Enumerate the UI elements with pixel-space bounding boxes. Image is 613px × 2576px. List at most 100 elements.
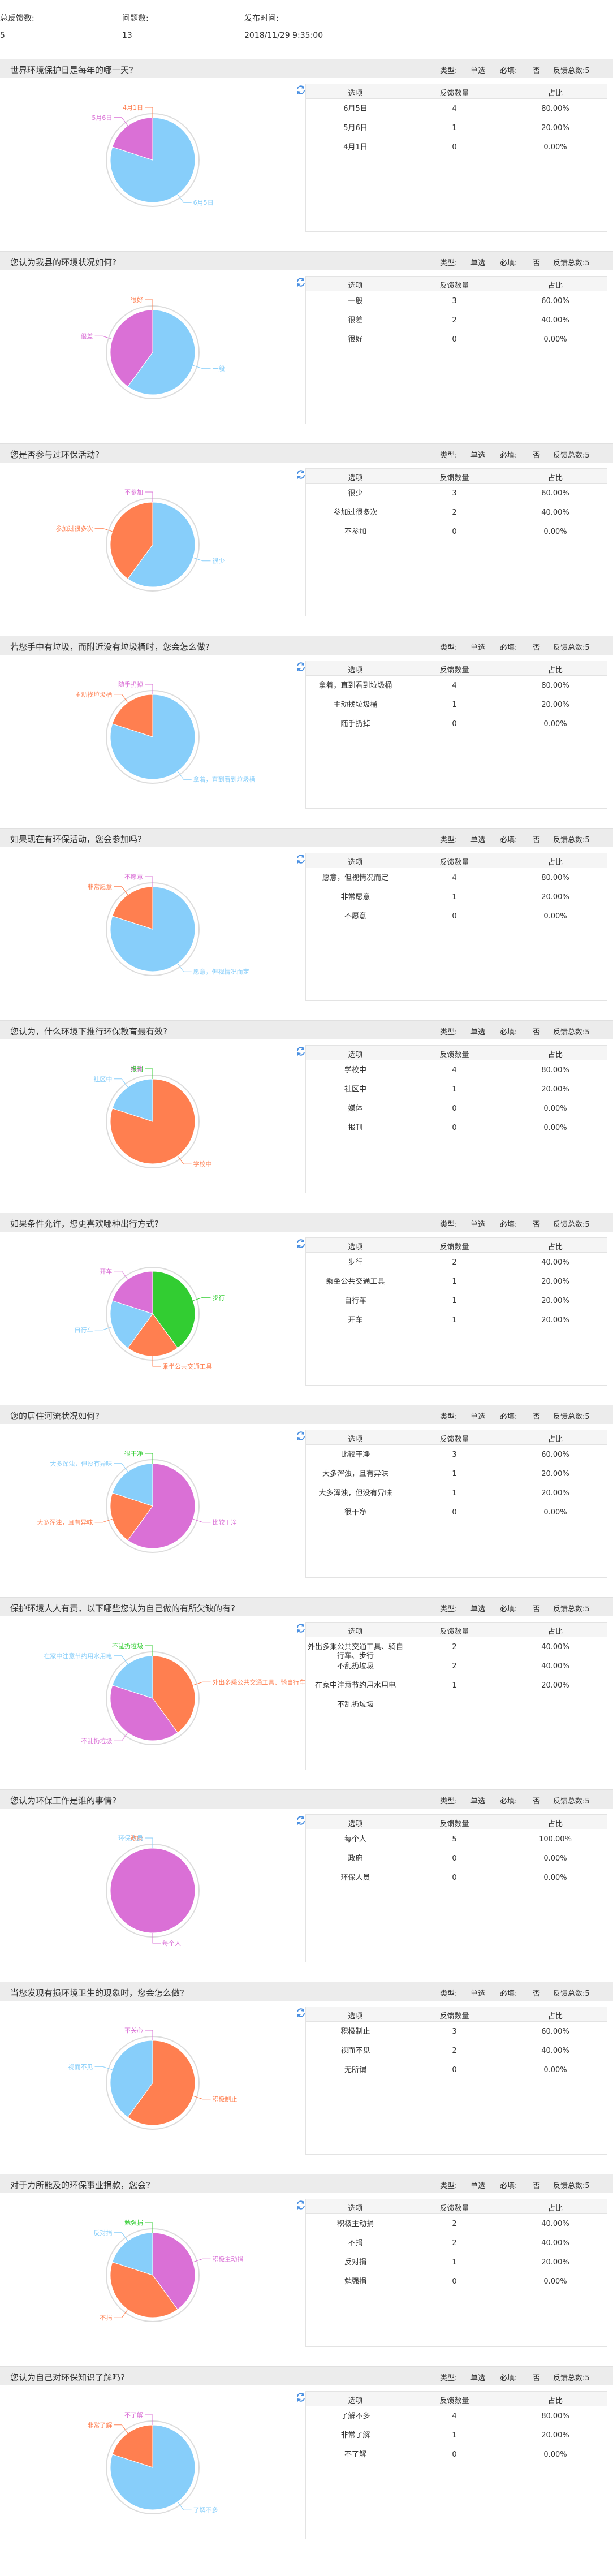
label-leader-line [145, 876, 153, 887]
refresh-icon[interactable] [295, 2199, 307, 2211]
question-section: 您认为我县的环境状况如何? 类型: 单选 必填: 否反馈总数:5 一般 很差 很好 选项 反馈数量… [0, 251, 613, 426]
pie-label: 大多浑浊，且有异味 [37, 1518, 93, 1526]
table-cell-count: 0 [452, 1104, 457, 1113]
label-leader-line [114, 117, 128, 126]
pie-slice[interactable] [127, 1313, 178, 1357]
pie-slice[interactable] [112, 1463, 153, 1507]
label-leader-line [94, 2066, 113, 2070]
label-leader-line [94, 1326, 113, 1331]
refresh-icon[interactable] [295, 661, 307, 673]
table-cell-option: 愿意，但视情况而定 [322, 874, 388, 882]
table-row: 勉强捐 0 0.00% [306, 2275, 607, 2294]
table-row: 5月6日 1 20.00% [306, 122, 607, 141]
question-header: 对于力所能及的环保事业捐款，您会? 类型: 单选 必填: 否 反馈总数:5 [0, 2174, 613, 2193]
pie-slice[interactable] [110, 309, 153, 387]
pie-slice[interactable] [152, 2232, 196, 2310]
table-cell-ratio: 40.00% [541, 2239, 569, 2247]
pie-slice[interactable] [110, 2040, 153, 2118]
refresh-icon[interactable] [295, 1045, 307, 1058]
table-cell-count: 2 [452, 508, 457, 517]
required-label: 必填: [500, 1605, 517, 1613]
pie-label: 不乱扔垃圾 [112, 1642, 143, 1650]
pie-slice[interactable] [112, 1271, 153, 1314]
table-cell-ratio: 0.00% [543, 1124, 567, 1132]
required-label: 必填: [500, 2182, 517, 2190]
table-cell-count: 0 [452, 912, 457, 921]
question-header: 您认为，什么环境下推行环保教育最有效? 类型: 单选 必填: 否 反馈总数:5 [0, 1020, 613, 1039]
feedback-total: 反馈总数:5 [553, 451, 590, 460]
refresh-icon[interactable] [295, 1237, 307, 1250]
table-cell-option: 比较干净 [340, 1451, 370, 1459]
refresh-icon[interactable] [295, 1430, 307, 1442]
table-row: 随手扔掉 0 0.00% [306, 718, 607, 737]
table-cell-count: 0 [452, 2277, 457, 2286]
required-label: 必填: [500, 1413, 517, 1421]
table-cell-ratio: 0.00% [543, 1854, 567, 1863]
pie-label: 随手扔掉 [118, 680, 143, 688]
pie-slice[interactable] [110, 1492, 153, 1541]
pie-slice[interactable] [152, 1655, 196, 1733]
pie-slice[interactable] [112, 1655, 153, 1699]
table-row: 很干净 0 0.00% [306, 1506, 607, 1525]
pie-label: 视而不见 [68, 2062, 93, 2070]
table-row: 报刊 0 0.00% [306, 1121, 607, 1141]
question-title: 您认为，什么环境下推行环保教育最有效? [10, 1026, 167, 1037]
table-cell-count: 2 [452, 1258, 457, 1267]
table-row: 了解不多 4 80.00% [306, 2410, 607, 2429]
refresh-icon[interactable] [295, 84, 307, 96]
pie-slice[interactable] [110, 1685, 178, 1741]
column-header-count: 反馈数量 [439, 1820, 469, 1828]
required-value: 否 [533, 1413, 541, 1421]
table-cell-option: 学校中 [344, 1066, 366, 1075]
pie-label: 报刊 [131, 1065, 143, 1073]
column-header-option: 选项 [348, 2204, 363, 2213]
label-leader-line [177, 194, 192, 203]
question-count-value: 13 [122, 31, 132, 40]
table-row: 每个人 5 100.00% [306, 1833, 607, 1852]
pie-slice[interactable] [112, 1078, 153, 1122]
question-header: 当您发现有损环境卫生的现象时，您会怎么做? 类型: 单选 必填: 否 反馈总数:5 [0, 1982, 613, 2001]
table-cell-option: 随手扔掉 [340, 720, 370, 728]
pie-slice[interactable] [112, 886, 153, 930]
pie-chart: 学校中 社区中 媒体 报刊 [0, 1039, 305, 1196]
label-leader-line [145, 299, 153, 310]
pie-slice[interactable] [152, 1271, 196, 1349]
refresh-icon[interactable] [295, 468, 307, 481]
refresh-icon[interactable] [295, 2391, 307, 2404]
pie-slice[interactable] [112, 694, 153, 737]
pie-slice[interactable] [110, 502, 153, 580]
pie-slice[interactable] [110, 1300, 153, 1349]
pie-label: 学校中 [193, 1160, 212, 1168]
pie-slice[interactable] [110, 1848, 196, 1934]
pie-chart: 拿着，直到看到垃圾桶 主动找垃圾桶 随手扔掉 [0, 655, 305, 811]
column-header-ratio: 占比 [547, 1051, 563, 1059]
question-section: 当您发现有损环境卫生的现象时，您会怎么做? 类型: 单选 必填: 否 反馈总数:5 积极制止… [0, 1982, 613, 2157]
pie-chart: 了解不多 非常了解 不了解 [0, 2385, 305, 2542]
publish-time-value: 2018/11/29 9:35:00 [244, 31, 323, 40]
required-value: 否 [533, 1990, 541, 1998]
table-cell-ratio: 0.00% [543, 2066, 567, 2074]
pie-slice[interactable] [112, 2424, 153, 2468]
table-cell-count: 1 [452, 1278, 457, 1286]
pie-slice[interactable] [110, 2262, 178, 2318]
table-cell-option: 积极主动捐 [336, 2220, 374, 2228]
column-header-option: 选项 [348, 1243, 363, 1252]
table-row: 6月5日 4 80.00% [306, 102, 607, 122]
refresh-icon[interactable] [295, 1814, 307, 1827]
pie-svg: 外出多乘公共交通工具、骑自行车、步行不乱扔垃圾在家中注意节约用水用电不乱扔垃圾 [44, 1642, 305, 1745]
question-section: 您是否参与过环保活动? 类型: 单选 必填: 否反馈总数:5 很少 参加过很多次 不参加 选项反… [0, 443, 613, 619]
refresh-icon[interactable] [295, 1622, 307, 1634]
label-leader-line [177, 2501, 192, 2510]
question-title: 您的居住河流状况如何? [10, 1411, 100, 1421]
table-row: 政府 0 0.00% [306, 1852, 607, 1871]
label-leader-line [114, 2232, 128, 2241]
column-header-option: 选项 [348, 2397, 363, 2405]
pie-slice[interactable] [112, 117, 153, 161]
refresh-icon[interactable] [295, 853, 307, 865]
refresh-icon[interactable] [295, 276, 307, 288]
table-header: 选项 反馈数量 占比 [306, 1815, 607, 1829]
question-title: 您认为我县的环境状况如何? [10, 257, 116, 267]
label-leader-line [114, 1732, 128, 1741]
refresh-icon[interactable] [295, 2007, 307, 2019]
pie-slice[interactable] [112, 2232, 153, 2276]
